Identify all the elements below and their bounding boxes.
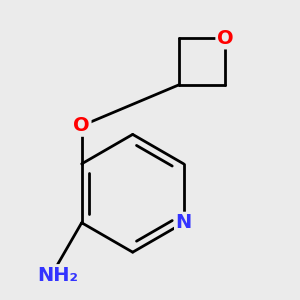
Text: NH₂: NH₂ bbox=[37, 266, 78, 285]
Text: N: N bbox=[176, 213, 192, 232]
Text: O: O bbox=[217, 29, 233, 48]
Text: O: O bbox=[74, 116, 90, 135]
